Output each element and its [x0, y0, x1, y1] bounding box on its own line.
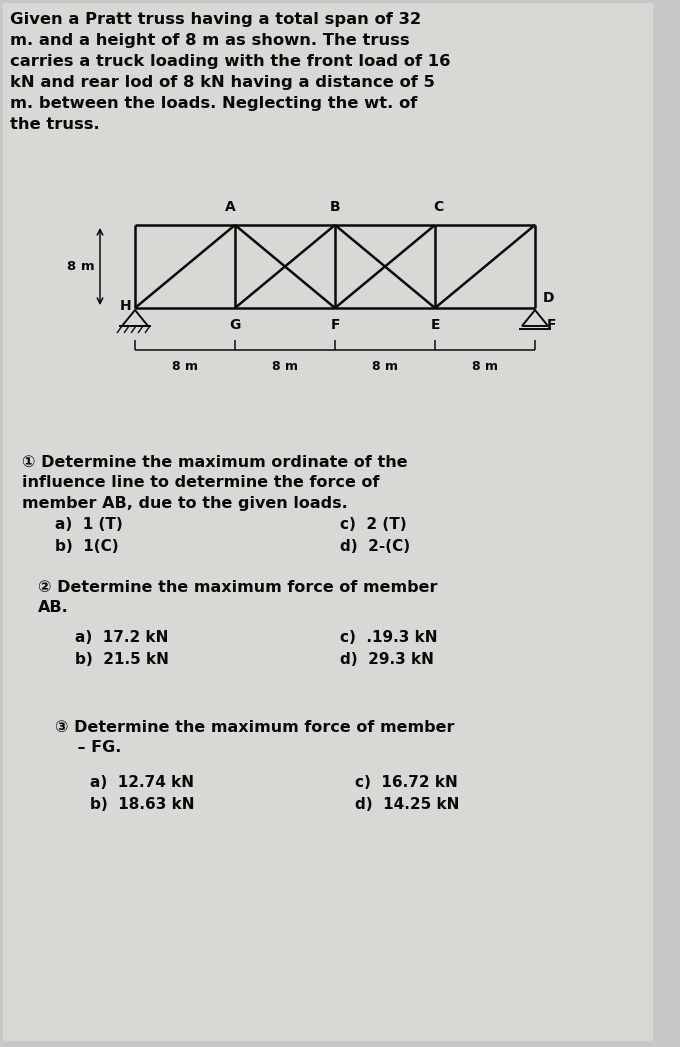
- Text: d)  29.3 kN: d) 29.3 kN: [340, 652, 434, 667]
- Text: 8 m: 8 m: [472, 360, 498, 373]
- Text: b)  21.5 kN: b) 21.5 kN: [75, 652, 169, 667]
- Text: c)  16.72 kN: c) 16.72 kN: [355, 775, 458, 790]
- Text: a)  17.2 kN: a) 17.2 kN: [75, 630, 169, 645]
- Text: F: F: [547, 318, 556, 332]
- Text: ② Determine the maximum force of member
AB.: ② Determine the maximum force of member …: [38, 580, 437, 616]
- Text: b)  1(C): b) 1(C): [55, 539, 118, 554]
- Text: C: C: [433, 200, 443, 214]
- Text: A: A: [224, 200, 235, 214]
- Text: a)  12.74 kN: a) 12.74 kN: [90, 775, 194, 790]
- Text: H: H: [120, 299, 131, 313]
- Text: c)  2 (T): c) 2 (T): [340, 517, 407, 532]
- Text: F: F: [330, 318, 340, 332]
- Text: 8 m: 8 m: [172, 360, 198, 373]
- Text: b)  18.63 kN: b) 18.63 kN: [90, 797, 194, 812]
- Text: ③ Determine the maximum force of member
    – FG.: ③ Determine the maximum force of member …: [55, 720, 454, 755]
- Text: ① Determine the maximum ordinate of the
influence line to determine the force of: ① Determine the maximum ordinate of the …: [22, 455, 407, 511]
- Text: a)  1 (T): a) 1 (T): [55, 517, 123, 532]
- Text: B: B: [330, 200, 340, 214]
- Text: 8 m: 8 m: [372, 360, 398, 373]
- Text: d)  14.25 kN: d) 14.25 kN: [355, 797, 460, 812]
- FancyBboxPatch shape: [3, 3, 653, 1041]
- Text: d)  2-(C): d) 2-(C): [340, 539, 410, 554]
- Text: c)  .19.3 kN: c) .19.3 kN: [340, 630, 437, 645]
- Text: D: D: [543, 291, 554, 305]
- Text: 8 m: 8 m: [272, 360, 298, 373]
- Text: 8 m: 8 m: [67, 260, 95, 273]
- Text: E: E: [430, 318, 440, 332]
- Text: G: G: [229, 318, 241, 332]
- Text: Given a Pratt truss having a total span of 32
m. and a height of 8 m as shown. T: Given a Pratt truss having a total span …: [10, 12, 450, 132]
